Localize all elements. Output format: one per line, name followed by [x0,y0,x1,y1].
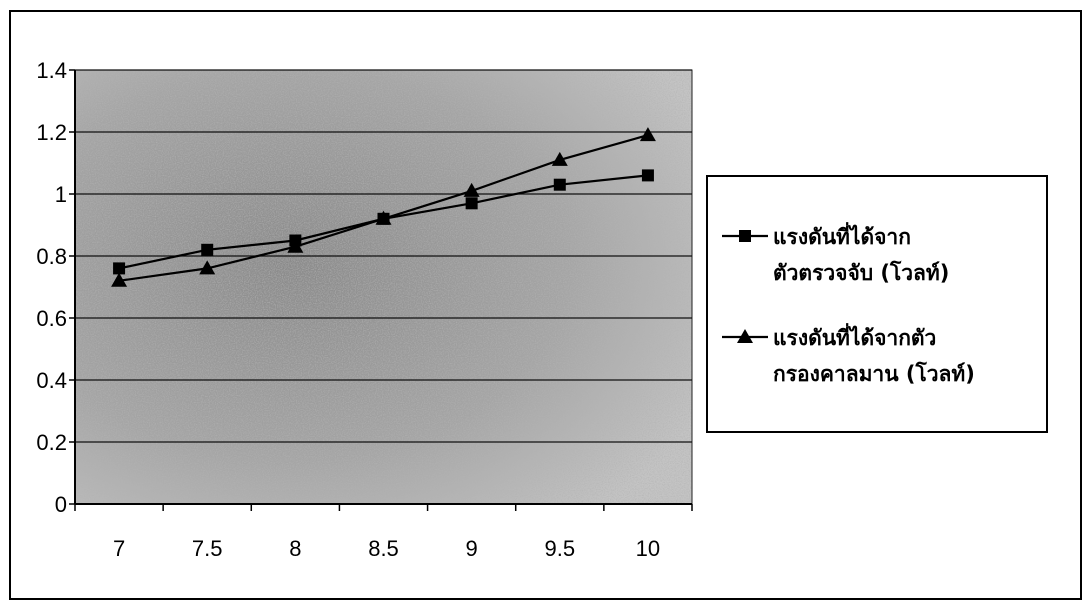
legend-entry-1: แรงดันที่ได้จากตัวตรวจจับ (โวลท์) [722,221,949,285]
data-point [553,178,566,191]
data-point [375,210,392,225]
data-point [113,262,126,275]
legend-label: กรองคาลมาน (โวลท์) [773,361,975,386]
x-tick-label: 7.5 [192,536,223,561]
data-point [641,169,654,182]
x-tick-label: 8.5 [368,536,399,561]
triangle-marker [199,260,216,275]
y-tick-label: 0.6 [36,306,67,331]
triangle-marker [375,210,392,225]
plot-area [74,69,693,505]
square-marker [739,230,751,242]
triangle-marker [551,151,568,166]
legend: แรงดันที่ได้จากตัวตรวจจับ (โวลท์)แรงดันท… [706,175,1048,433]
x-tick-label: 7 [113,536,125,561]
triangle-marker [111,272,128,287]
legend-box [706,175,1048,433]
series-layer [111,127,656,287]
square-marker [553,178,566,191]
y-tick-label: 1 [55,182,67,207]
square-marker [465,197,478,210]
y-tick-label: 1.2 [36,120,67,145]
triangle-marker [737,329,753,343]
y-tick-label: 0.4 [36,368,67,393]
data-point [201,243,214,256]
triangle-marker [639,127,656,142]
x-axis-ticks: 7 7.5 8 8.5 9 9.5 10 [74,504,693,561]
data-point [111,272,128,287]
gridlines [75,69,692,443]
square-marker [201,243,214,256]
series-2 [111,127,656,287]
y-tick-label: 0 [55,492,67,517]
x-tick-label: 10 [636,536,660,561]
triangle-marker [463,182,480,197]
data-point [199,260,216,275]
legend-label: แรงดันที่ได้จาก [773,221,911,249]
data-point [465,197,478,210]
y-tick-label: 1.4 [36,58,67,83]
square-marker [113,262,126,275]
legend-label: แรงดันที่ได้จากตัว [773,322,936,350]
y-tick-label: 0.2 [36,430,67,455]
x-tick-label: 8 [289,536,301,561]
y-tick-label: 0.8 [36,244,67,269]
y-axis-ticks: 0 0.2 0.4 0.6 0.8 1 1.2 1.4 [36,58,75,517]
data-point [639,127,656,142]
plot-texture [75,70,692,504]
data-point [463,182,480,197]
triangle-marker [287,238,304,253]
x-tick-label: 9 [466,536,478,561]
axes [74,70,692,505]
square-marker [641,169,654,182]
legend-label: ตัวตรวจจับ (โวลท์) [773,260,949,285]
data-point [287,238,304,253]
data-point [551,151,568,166]
x-tick-label: 9.5 [544,536,575,561]
